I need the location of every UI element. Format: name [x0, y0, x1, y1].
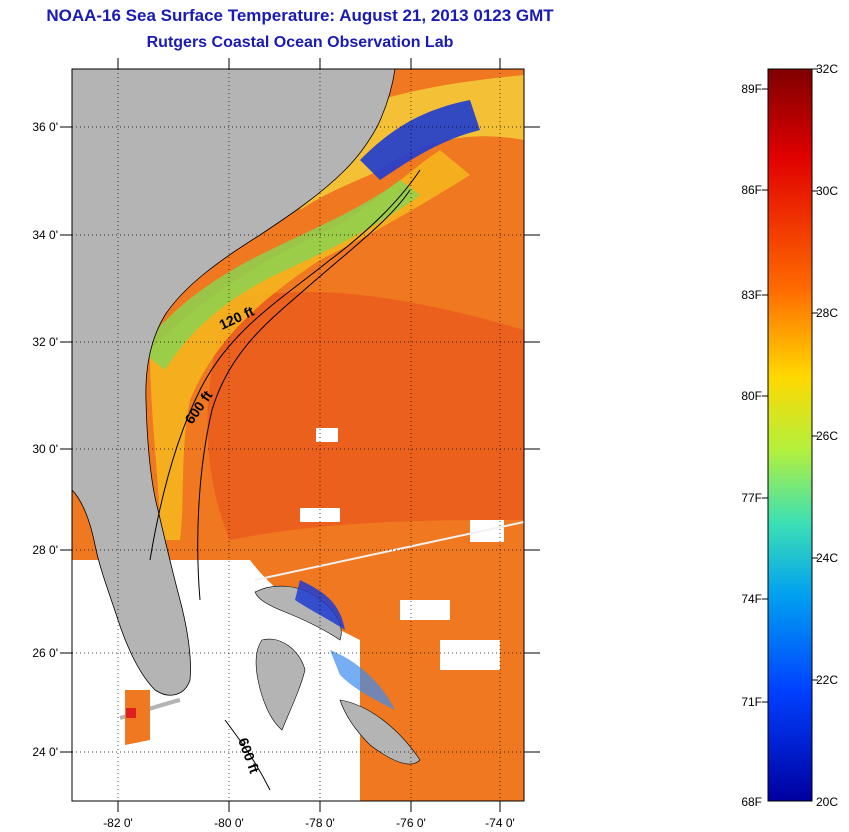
bahamas-andros: [255, 638, 306, 731]
lat-label: 32 0': [32, 335, 58, 349]
lon-label: -76 0': [396, 816, 426, 830]
warm-core: [207, 291, 524, 540]
sst-map: 120 ft 600 ft 600 ft: [72, 69, 524, 801]
map-grid: [72, 69, 524, 801]
lon-label: -82 0': [103, 816, 133, 830]
lon-label: -78 0': [305, 816, 335, 830]
map-frame: [71, 68, 525, 802]
page-subtitle: Rutgers Coastal Ocean Observation Lab: [146, 34, 454, 51]
colorbar-c-label: 30C: [816, 184, 838, 198]
colorbar-c-label: 26C: [816, 429, 838, 443]
colorbar-f-label: 89F: [741, 82, 762, 96]
shelf-water: [150, 150, 470, 540]
cold-water-north: [360, 100, 480, 180]
colorbar-f-label: 86F: [741, 183, 762, 197]
colorbar-c-label: 22C: [816, 673, 838, 687]
colorbar-f-label: 68F: [741, 795, 762, 809]
isobath-120ft: [149, 169, 421, 561]
colorbar-c-label: 32C: [816, 62, 838, 76]
lat-label: 34 0': [32, 228, 58, 242]
lat-label: 30 0': [32, 442, 58, 456]
lon-label: -74 0': [485, 816, 515, 830]
colorbar-c-label: 28C: [816, 306, 838, 320]
lat-label: 24 0': [32, 745, 58, 759]
colorbar-f-label: 77F: [741, 491, 762, 505]
isobath-600ft: [197, 189, 411, 601]
colorbar-f-label: 71F: [741, 695, 762, 709]
lat-label: 28 0': [32, 543, 58, 557]
bahamas-south: [339, 699, 421, 765]
colorbar-c-label: 24C: [816, 551, 838, 565]
colorbar: [767, 68, 813, 802]
lat-label: 36 0': [32, 120, 58, 134]
colorbar-f-label: 83F: [741, 288, 762, 302]
lon-label: -80 0': [214, 816, 244, 830]
colorbar-c-label: 20C: [816, 795, 838, 809]
map-ticks: [60, 58, 540, 812]
swath-edge-line: [254, 521, 524, 581]
lat-label: 26 0': [32, 646, 58, 660]
colorbar-f-label: 74F: [741, 592, 762, 606]
colorbar-f-label: 80F: [741, 389, 762, 403]
cool-coastal-water: [140, 180, 420, 370]
page-title: NOAA-16 Sea Surface Temperature: August …: [46, 6, 554, 25]
us-landmass: [72, 69, 396, 696]
